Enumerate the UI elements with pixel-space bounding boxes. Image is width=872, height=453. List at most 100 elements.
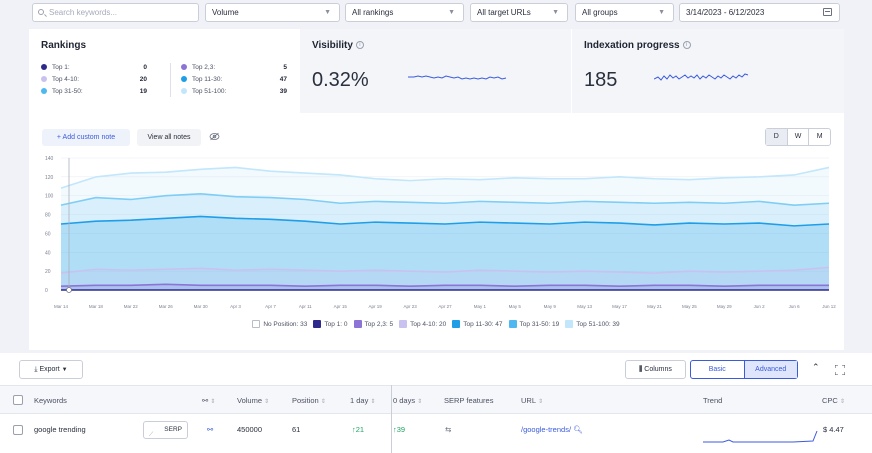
rank-item-top1: Top 1: 0 (41, 63, 147, 73)
x-tick-label: Apr 11 (299, 304, 312, 309)
collapse-icon[interactable]: ⌃ (812, 362, 820, 372)
column-30-days[interactable]: 0 days ⇕ (393, 396, 423, 405)
legend-label: Top 31-50: 19 (519, 321, 560, 328)
y-tick-label: 0 (45, 288, 48, 294)
position-cell: 61 (292, 425, 301, 434)
advanced-view-button[interactable]: Advanced (743, 361, 797, 378)
chevron-down-icon: ▼ (61, 367, 68, 373)
column-url[interactable]: URL ⇕ (521, 396, 544, 405)
x-tick-label: Jun 12 (822, 304, 836, 309)
legend-item[interactable]: Top 51-100: 39 (565, 320, 620, 328)
cpc-cell: $ 4.47 (823, 425, 844, 434)
legend-checkbox (252, 320, 261, 328)
serp-features-icon[interactable]: ⇆ (445, 425, 452, 434)
sort-icon: ⇕ (417, 399, 423, 405)
period-month[interactable]: M (816, 133, 823, 140)
link-icon[interactable]: ⚯ (207, 425, 214, 434)
y-tick-label: 60 (45, 231, 51, 237)
rank-item-top31-50: Top 31-50: 19 (41, 87, 147, 97)
legend-item[interactable]: Top 31-50: 19 (508, 320, 560, 328)
keyword-cell[interactable]: google trending (34, 425, 86, 434)
x-tick-label: Mar 30 (194, 304, 209, 309)
series-area (61, 216, 829, 290)
link-icon: ⚯ (202, 396, 209, 405)
series-area (61, 167, 829, 290)
columns-button[interactable]: ⫼ Columns (625, 360, 686, 379)
volume-select[interactable]: Volume ▼ (205, 3, 340, 22)
period-week[interactable]: W (788, 129, 810, 145)
legend-label: Top 11-30: 47 (463, 321, 503, 328)
x-tick-label: May 1 (474, 304, 487, 309)
info-icon[interactable]: i (355, 41, 364, 50)
legend-item[interactable]: Top 11-30: 47 (452, 320, 503, 328)
sort-icon: ⇕ (839, 399, 845, 405)
rank-item-top2-3: Top 2,3: 5 (181, 63, 287, 73)
add-custom-note-button[interactable]: + Add custom note (42, 129, 130, 146)
column-volume[interactable]: Volume ⇕ (237, 396, 270, 405)
legend-label: No Position: 33 (263, 321, 308, 328)
visibility-title: Visibility i (312, 40, 364, 51)
date-range-picker[interactable]: 3/14/2023 - 6/12/2023 (679, 3, 840, 22)
legend-item[interactable]: Top 2,3: 5 (353, 320, 394, 328)
rankings-select[interactable]: All rankings ▼ (345, 3, 464, 22)
column-keywords[interactable]: Keywords (34, 396, 67, 405)
period-day[interactable]: D (766, 129, 788, 145)
x-tick-label: May 21 (647, 304, 662, 309)
series-area (61, 193, 829, 290)
y-tick-label: 20 (45, 269, 51, 275)
search-input[interactable]: Search keywords... (32, 3, 199, 22)
column-trend[interactable]: Trend (703, 396, 723, 405)
rank-item-top4-10: Top 4-10: 20 (41, 75, 147, 85)
url-cell[interactable]: /google-trends/ 🔍︎ (521, 425, 583, 434)
view-mode-toggle: Basic Advanced (690, 360, 798, 379)
chart-legend: No Position: 33 Top 1: 0 Top 2,3: 5 Top 4-1… (0, 320, 872, 328)
sort-icon: ⇕ (370, 399, 376, 405)
keywords-table: ⤓ Export ▼ ⫼ Columns Basic Advanced ⌃ Ke… (0, 353, 872, 453)
series-line (60, 215, 830, 227)
sort-icon: ⇕ (538, 399, 544, 405)
indexation-sparkline (654, 73, 749, 81)
x-tick-label: May 29 (717, 304, 732, 309)
volume-cell: 450000 (237, 425, 263, 434)
rankings-area-chart: 0 20 40 60 80 100 120 140 Mar 14 Mar 18 Mar 22 Mar … (45, 156, 836, 309)
export-button[interactable]: ⤓ Export ▼ (19, 360, 83, 379)
x-tick-label: Apr 19 (369, 304, 383, 309)
hide-notes-icon[interactable] (209, 132, 220, 141)
basic-view-button[interactable]: Basic (708, 366, 726, 373)
legend-item[interactable]: Top 4-10: 20 (399, 320, 446, 328)
select-all-checkbox[interactable] (13, 395, 23, 405)
column-1-day[interactable]: 1 day ⇕ (350, 396, 376, 405)
rank-item-top11-30: Top 11-30: 47 (181, 75, 287, 85)
legend-label: Top 51-100: 39 (576, 321, 620, 328)
y-tick-label: 120 (45, 175, 54, 181)
rankings-title: Rankings (41, 40, 87, 51)
table-header: Keywords ⚯ ⇕ Volume ⇕ Position ⇕ 1 day ⇕ 0 d… (0, 385, 872, 414)
x-tick-label: Mar 22 (124, 304, 139, 309)
legend-label: Top 4-10: 20 (410, 321, 447, 328)
column-cpc[interactable]: CPC ⇕ (822, 396, 845, 405)
period-toggle: D W M (765, 128, 831, 146)
chevron-down-icon: ▼ (658, 9, 665, 16)
fullscreen-icon[interactable] (834, 362, 846, 376)
column-link[interactable]: ⚯ ⇕ (202, 386, 215, 417)
serp-button[interactable]: ⟋ SERP (143, 421, 188, 439)
indexation-value: 185 (584, 69, 618, 91)
legend-label: Top 2,3: 5 (364, 321, 394, 328)
y-tick-label: 140 (45, 156, 54, 162)
trend-sparkline (703, 430, 818, 443)
y-tick-label: 40 (45, 250, 51, 256)
groups-select[interactable]: All groups ▼ (575, 3, 674, 22)
row-checkbox[interactable] (13, 425, 23, 435)
legend-item[interactable]: No Position: 33 (252, 320, 307, 328)
indexation-card: Indexation progress i 185 (572, 29, 844, 113)
indexation-title: Indexation progress i (584, 40, 691, 51)
column-serp-features[interactable]: SERP features (444, 396, 494, 405)
y-tick-label: 80 (45, 213, 51, 219)
legend-dot (181, 88, 187, 94)
target-urls-select[interactable]: All target URLs ▼ (470, 3, 568, 22)
legend-item[interactable]: Top 1: 0 (313, 320, 348, 328)
column-position[interactable]: Position ⇕ (292, 396, 326, 405)
days30-change-cell: ↑39 (393, 425, 406, 434)
info-icon[interactable]: i (682, 41, 691, 50)
view-all-notes-button[interactable]: View all notes (137, 129, 201, 146)
